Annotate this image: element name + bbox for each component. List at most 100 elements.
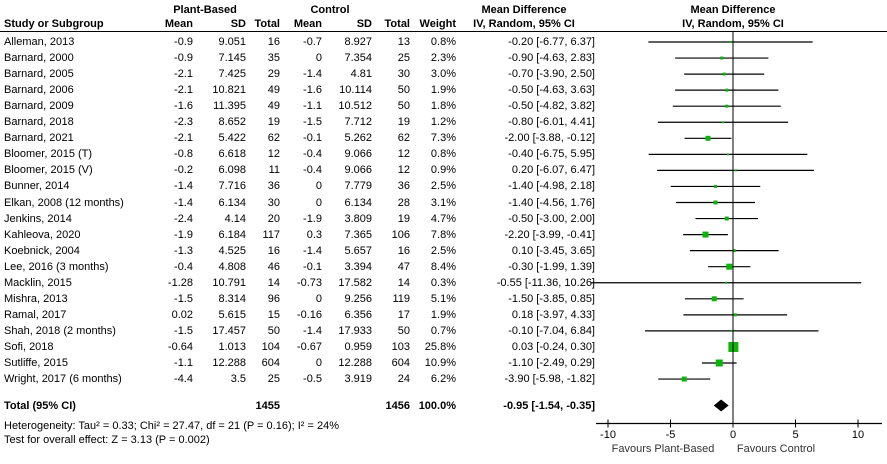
column-header-weight: Weight — [419, 18, 456, 30]
control-total: 19 — [397, 116, 410, 129]
weight: 10.9% — [424, 357, 456, 369]
control-total: 17 — [397, 308, 410, 321]
control-mean: -1.4 — [303, 244, 322, 257]
plant-total: 12 — [267, 148, 280, 161]
column-header-control-mean: Mean — [293, 18, 322, 30]
axis-tick-label: 5 — [792, 429, 799, 441]
summary-diamond — [713, 399, 729, 412]
control-total: 106 — [391, 228, 410, 241]
plant-total: 49 — [267, 100, 280, 113]
table-row: Mishra, 2013 -1.5 8.314 96 0 9.256 119 5.1% -1.5… — [0, 291, 887, 307]
control-sd: 3.809 — [344, 212, 372, 225]
overall-effect-text: Test for overall effect: Z = 3.13 (P = 0… — [4, 434, 210, 446]
md-ci-text: -1.10 [-2.49, 0.29] — [508, 357, 595, 369]
table-row: Barnard, 2005 -2.1 7.425 29 -1.4 4.81 30 3.0% -0… — [0, 66, 887, 82]
table-row: Lee, 2016 (3 months) -0.4 4.808 46 -0.1 3.394… — [0, 259, 887, 275]
plant-total: 25 — [267, 373, 280, 386]
control-mean: 0 — [315, 180, 322, 193]
plant-total: 29 — [267, 68, 280, 81]
weight: 0.3% — [430, 276, 456, 289]
control-sd: 7.354 — [344, 52, 372, 65]
control-mean: -1.6 — [303, 84, 322, 97]
plant-sd: 6.618 — [218, 148, 246, 161]
md-ci-text: -0.30 [-1.99, 1.39] — [508, 260, 595, 273]
md-ci-text: -2.00 [-3.88, -0.12] — [504, 132, 596, 145]
study-name: Bloomer, 2015 (T) — [4, 148, 93, 161]
column-group-plant-based: Plant-Based — [173, 4, 237, 16]
weight: 7.8% — [430, 228, 456, 241]
plant-total: 35 — [267, 52, 280, 65]
control-total: 12 — [397, 148, 410, 161]
plant-sd: 10.821 — [212, 84, 246, 97]
study-name: Shah, 2018 (2 months) — [4, 324, 116, 337]
axis-tick-label: -5 — [665, 429, 676, 441]
plant-total: 19 — [267, 116, 280, 129]
total-control-n: 1456 — [385, 400, 410, 412]
study-name: Mishra, 2013 — [4, 292, 68, 305]
column-header-plant-total: Total — [254, 18, 280, 30]
weight: 5.1% — [430, 292, 456, 305]
study-name: Ramal, 2017 — [4, 308, 67, 321]
plant-sd: 8.652 — [218, 116, 246, 129]
control-total: 14 — [397, 276, 410, 289]
control-sd: 7.365 — [344, 228, 372, 241]
md-ci-text: -2.20 [-3.99, -0.41] — [504, 228, 596, 241]
plant-mean: -4.4 — [174, 373, 193, 386]
plant-sd: 8.314 — [218, 292, 246, 305]
control-mean: 0 — [315, 357, 322, 369]
weight: 1.9% — [430, 84, 456, 97]
study-name: Koebnick, 2004 — [4, 244, 80, 257]
md-ci-text: -0.50 [-4.82, 3.82] — [508, 100, 595, 113]
column-group-mean-difference-plot: Mean Difference — [690, 4, 776, 16]
column-group-control: Control — [310, 4, 350, 16]
total-weight: 100.0% — [418, 400, 456, 412]
plant-mean: -0.2 — [174, 164, 193, 177]
study-name: Alleman, 2013 — [4, 36, 75, 48]
plant-sd: 6.184 — [218, 228, 246, 241]
weight: 25.8% — [424, 340, 456, 353]
table-row: Sutliffe, 2015 -1.1 12.288 604 0 12.288 604 10.… — [0, 355, 887, 371]
control-total: 50 — [397, 324, 410, 337]
plant-mean: -2.1 — [174, 132, 193, 145]
control-total: 47 — [397, 260, 410, 273]
table-row: Ramal, 2017 0.02 5.615 15 -0.16 6.356 17 1.9% 0.… — [0, 307, 887, 323]
plant-total: 15 — [267, 308, 280, 321]
control-sd: 8.927 — [344, 36, 372, 48]
control-sd: 4.81 — [350, 68, 372, 81]
plant-mean: -1.4 — [174, 180, 193, 193]
weight: 1.8% — [430, 100, 456, 113]
study-name: Barnard, 2021 — [4, 132, 74, 145]
control-mean: -1.1 — [303, 100, 322, 113]
md-ci-text: 0.10 [-3.45, 3.65] — [511, 244, 595, 257]
control-total: 19 — [397, 212, 410, 225]
axis-tick-label: 10 — [851, 429, 865, 441]
plant-sd: 4.14 — [224, 212, 246, 225]
plant-mean: -1.4 — [174, 196, 193, 209]
table-row: Elkan, 2008 (12 months) -1.4 6.134 30 0 6.134… — [0, 195, 887, 211]
control-mean: -0.16 — [296, 308, 322, 321]
control-total: 25 — [397, 52, 410, 65]
control-sd: 17.582 — [338, 276, 372, 289]
md-ci-text: -0.20 [-6.77, 6.37] — [508, 36, 595, 48]
md-ci-text: -1.40 [-4.98, 2.18] — [508, 180, 595, 193]
plant-mean: -1.1 — [174, 357, 193, 369]
table-row: Bunner, 2014 -1.4 7.716 36 0 7.779 36 2.5% -1.40… — [0, 178, 887, 194]
control-mean: 0.3 — [306, 228, 322, 241]
weight: 7.3% — [430, 132, 456, 145]
plant-total: 62 — [267, 132, 280, 145]
plant-sd: 9.051 — [218, 36, 246, 48]
plant-mean: -0.64 — [167, 340, 193, 353]
plant-mean: -2.4 — [174, 212, 193, 225]
md-ci-text: -0.10 [-7.04, 6.84] — [508, 324, 595, 337]
control-mean: -0.1 — [303, 132, 322, 145]
weight: 0.8% — [430, 36, 456, 48]
plant-sd: 4.525 — [218, 244, 246, 257]
control-total: 24 — [397, 373, 410, 386]
plant-total: 46 — [267, 260, 280, 273]
weight: 6.2% — [430, 373, 456, 386]
column-header-plant-sd: SD — [230, 18, 246, 30]
control-total: 36 — [397, 180, 410, 193]
column-header-iv-plot: IV, Random, 95% CI — [682, 18, 784, 30]
control-sd: 5.657 — [344, 244, 372, 257]
control-total: 103 — [391, 340, 410, 353]
